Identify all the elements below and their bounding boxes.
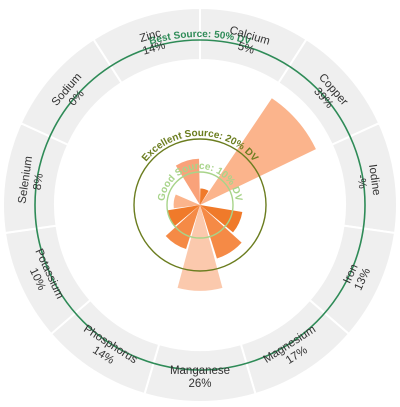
label-name-manganese: Manganese [170, 365, 230, 377]
band-segment-zinc [92, 6, 201, 85]
label-value-calcium: 5% [236, 41, 255, 57]
bar-manganese [177, 205, 223, 291]
bar-magnesium [200, 205, 242, 259]
ring-20 [133, 138, 267, 272]
label-value-iodine: -% [354, 174, 368, 190]
bar-copper [200, 98, 316, 205]
bar-calcium [200, 188, 209, 205]
ring-50 [34, 39, 366, 371]
label-value-manganese: 26% [188, 378, 211, 390]
bar-selenium [173, 194, 200, 209]
ring-10 [166, 171, 234, 239]
bars-group [165, 98, 316, 291]
label-iodine: Iodine-% [354, 164, 382, 197]
label-name-zinc: Zinc [138, 27, 162, 45]
label-band [2, 6, 398, 403]
bar-phosphorus [165, 205, 200, 250]
bar-potassium [167, 205, 200, 227]
label-value-selenium: 8% [32, 173, 46, 191]
label-name-iodine: Iodine [366, 164, 382, 197]
bar-zinc [175, 158, 200, 205]
